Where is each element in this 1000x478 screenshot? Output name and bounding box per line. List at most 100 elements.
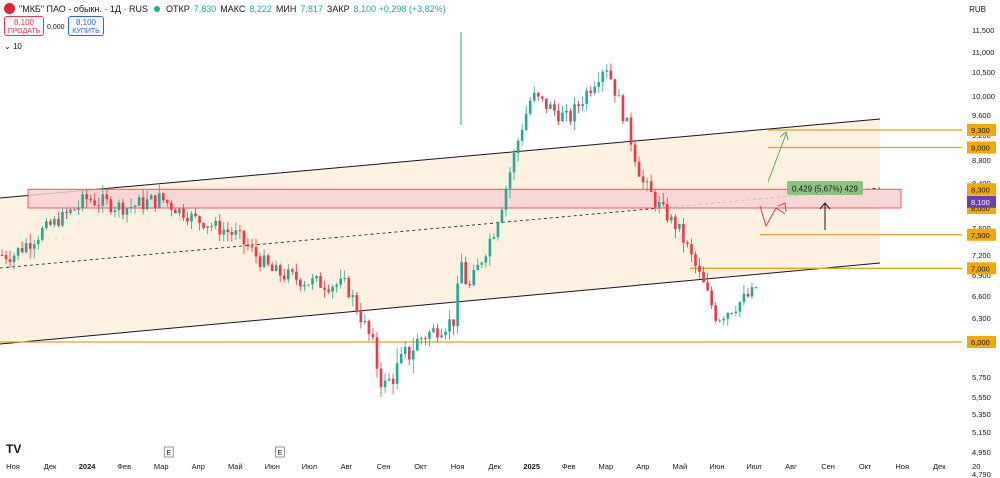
symbol-title[interactable]: "МКБ" ПАО - обыкн. · 1Д · RUS [19,3,148,14]
buy-button[interactable]: 8,100 КУПИТЬ [68,16,104,36]
candle-body [621,95,625,122]
candle-body [754,287,758,289]
y-tick-label: 11,500 [972,26,994,35]
symbol-header: "МКБ" ПАО - обыкн. · 1Д · RUS ОТКР 7,830 … [4,3,446,14]
candle-body [121,202,125,215]
candle-body [661,201,665,205]
y-tick-label: 10,000 [972,92,995,101]
candle-body [722,318,726,321]
y-tick-label: 5,150 [972,428,991,437]
candle-body [488,238,492,257]
y-tick-label: 10,500 [972,68,995,77]
x-tick-label: Окт [414,462,427,471]
candle-body [665,204,669,221]
candle-body [629,117,633,145]
candle-body [45,221,48,228]
candle-body [270,264,274,272]
level-label-bg [967,124,996,136]
candle-body [319,276,322,288]
candle-body [613,79,617,96]
candle-body [472,270,476,286]
candle-body [653,191,657,208]
candle-body [174,209,177,214]
candles [0,63,758,397]
channel-upper-line[interactable] [0,118,881,199]
x-tick-label: Ноя [895,462,909,471]
candle-body [286,269,290,280]
candle-body [145,199,149,210]
earnings-marker[interactable] [274,446,285,458]
candle-body [210,225,213,227]
candle-body [226,229,230,233]
candle-body [702,271,705,283]
candle-body [307,284,310,286]
x-tick-label: Сен [821,462,835,471]
candle-body [573,104,576,122]
candle-body [399,353,403,364]
candle-body [246,244,250,247]
candle-body [698,265,701,272]
candle-body [540,96,544,99]
candle-body [16,248,20,256]
sell-button[interactable]: 8,100 ПРОДАТЬ [4,16,44,36]
candle-body [28,243,32,249]
y-tick-label: 4,950 [972,448,991,457]
candle-body [371,333,375,338]
candle-body [379,368,383,388]
resistance-zone[interactable] [27,188,902,209]
candle-body [641,176,645,183]
candle-body [69,209,72,213]
candle-body [109,199,113,213]
candle-body [577,104,580,107]
candle-body [214,220,218,226]
candle-body [367,320,371,334]
candle-body [432,328,435,333]
candle-body [315,276,318,279]
y-tick-label: 7,200 [972,251,991,260]
indicator-legend[interactable]: ⌄ 10 [4,42,22,51]
level-label: 6,000 [971,338,990,347]
candle-body [484,256,488,263]
candle-body [633,144,637,162]
candle-body [65,211,68,213]
candle-body [383,380,387,388]
candle-body [726,313,730,319]
currency-label[interactable]: RUB [969,5,986,14]
candle-body [141,197,145,210]
candle-body [424,338,427,340]
x-tick-label: Фев [562,462,576,471]
earnings-marker[interactable] [163,446,174,458]
candle-body [581,103,584,107]
candle-body [565,110,568,113]
x-tick-label: 20 [972,462,980,471]
ohlc-close-value: 8,100 +0,298 (+3,82%) [353,3,446,14]
candle-body [690,244,693,255]
projection-up-arrow[interactable] [767,133,787,183]
x-tick-label: Авг [341,462,353,471]
level-label-bg [967,183,996,196]
x-tick-label: Дек [44,462,57,471]
candle-body [32,244,36,249]
candle-body [436,328,439,338]
level-label: 9,300 [971,126,990,135]
channel-lower-line[interactable] [0,262,881,345]
level-label-bg [967,228,996,241]
ohlc-low-key: МИН [275,3,297,14]
candle-body [230,232,234,235]
candle-body [149,195,153,200]
candle-body [625,117,629,122]
candle-body [61,211,64,226]
candle-body [585,90,588,104]
projection-down-arrow[interactable] [759,205,786,228]
candle-body [670,216,673,221]
candle-body [428,332,431,339]
y-tick-label: 6,900 [972,271,991,280]
candle-body [274,265,278,272]
candle-body [335,284,338,287]
ohlc-low-value: 7,817 [300,3,323,14]
candle-body [407,346,411,360]
candle-body [85,194,88,200]
candle-body [41,227,44,240]
spread-value: 0,000 [47,24,65,31]
